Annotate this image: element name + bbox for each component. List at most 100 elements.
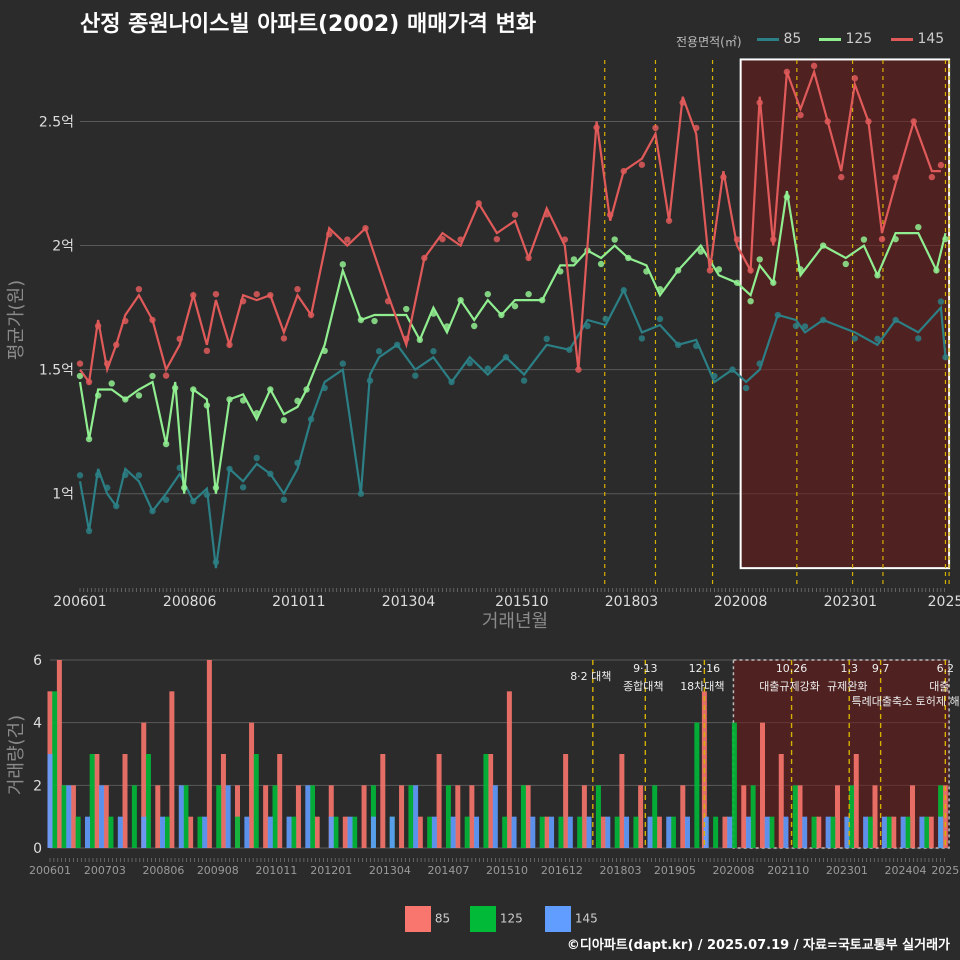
bar-145 — [530, 816, 536, 848]
bar-125 — [108, 816, 114, 848]
data-point-145 — [162, 372, 170, 379]
event-date-1: 9·13 — [633, 662, 658, 675]
data-point-145 — [575, 366, 582, 373]
data-point-85 — [430, 348, 437, 355]
x-tick-label-6: 202008 — [714, 594, 767, 610]
bar-145 — [178, 785, 184, 848]
bar-125 — [867, 816, 873, 848]
y-tick-label-0: 1억 — [52, 487, 74, 503]
bar-85 — [778, 754, 784, 848]
bar-125 — [520, 785, 526, 848]
data-point-145 — [747, 267, 754, 274]
bar-125 — [924, 816, 930, 848]
data-point-85 — [149, 507, 156, 515]
bar-125 — [183, 785, 189, 848]
bar-legend-label-125: 125 — [499, 911, 523, 926]
data-point-145 — [176, 335, 183, 343]
data-point-125 — [933, 267, 940, 274]
bar-85 — [797, 785, 803, 848]
event-date-3: 10.26 — [776, 662, 808, 675]
data-point-125 — [108, 380, 115, 387]
bar-y-tick-label-0: 0 — [33, 841, 42, 857]
bar-125 — [670, 816, 676, 848]
data-point-145 — [937, 161, 945, 169]
y-tick-label-1: 1.5억 — [39, 363, 74, 379]
event-label-2: 18차대책 — [680, 680, 724, 693]
bar-x-tick-label-3: 200908 — [197, 864, 239, 877]
data-point-145 — [543, 211, 550, 218]
bar-85 — [525, 785, 531, 848]
data-point-125 — [190, 386, 197, 393]
bar-145 — [549, 816, 555, 848]
bar-x-tick-label-2: 200806 — [142, 864, 184, 877]
bar-145 — [567, 816, 573, 848]
bar-85 — [155, 785, 161, 848]
legend-swatch-145 — [891, 37, 913, 41]
highlight-box — [739, 58, 951, 570]
data-point-125 — [471, 322, 478, 330]
bar-85 — [169, 691, 175, 848]
bar-145 — [764, 816, 770, 848]
data-point-85 — [307, 416, 315, 423]
bar-145 — [900, 816, 906, 848]
bar-145 — [47, 754, 53, 848]
data-point-125 — [747, 297, 754, 305]
bar-145 — [431, 816, 437, 848]
data-point-85 — [774, 311, 782, 319]
bar-125 — [197, 816, 203, 848]
bar-125 — [445, 785, 451, 848]
bar-145 — [492, 785, 498, 848]
data-point-145 — [733, 236, 741, 243]
data-point-125 — [611, 236, 618, 243]
bar-85 — [816, 816, 822, 848]
data-point-145 — [665, 217, 673, 224]
data-point-145 — [113, 341, 120, 349]
bar-85 — [741, 785, 747, 848]
data-point-145 — [253, 290, 260, 298]
bar-145 — [99, 785, 105, 848]
data-point-85 — [212, 558, 220, 566]
bar-85 — [314, 816, 320, 848]
bar-145 — [938, 816, 944, 848]
data-point-145 — [344, 236, 351, 243]
data-point-85 — [543, 335, 550, 343]
bar-145 — [370, 816, 376, 848]
data-point-85 — [656, 315, 664, 323]
data-point-125 — [733, 279, 741, 286]
event-label-3: 대출규제강화 — [759, 680, 820, 693]
bar-125 — [333, 816, 339, 848]
bar-145 — [605, 816, 611, 848]
data-point-145 — [638, 161, 646, 168]
bar-85 — [56, 660, 62, 848]
series-line-125 — [78, 190, 947, 494]
data-point-125 — [557, 268, 564, 275]
data-point-125 — [797, 266, 804, 273]
legend-item-85: 85 — [757, 31, 801, 47]
data-point-145 — [620, 167, 627, 175]
data-point-145 — [892, 174, 899, 181]
bar-125 — [792, 785, 798, 848]
bar-85 — [399, 785, 405, 848]
bar-x-tick-label-0: 200601 — [29, 864, 71, 877]
data-point-145 — [851, 75, 859, 82]
x-axis-label: 거래년월 — [482, 611, 548, 632]
bar-x-tick-label-6: 201304 — [369, 864, 411, 877]
data-point-85 — [937, 298, 945, 305]
data-point-125 — [203, 402, 211, 409]
data-point-125 — [819, 242, 827, 249]
legend-swatch-85 — [757, 37, 779, 41]
bar-125 — [131, 785, 137, 848]
data-point-85 — [801, 323, 809, 330]
event-label-4: 규제완화 — [827, 680, 867, 693]
bar-y-axis-label: 거래량(건) — [6, 715, 27, 795]
data-point-125 — [783, 193, 791, 201]
data-point-85 — [756, 360, 763, 367]
data-point-85 — [942, 354, 949, 361]
bar-125 — [464, 816, 470, 848]
bar-85 — [188, 816, 194, 848]
bar-125 — [75, 816, 81, 848]
bar-125 — [502, 816, 508, 848]
bar-85 — [361, 785, 367, 848]
bar-125 — [938, 785, 944, 848]
data-point-145 — [928, 173, 936, 181]
